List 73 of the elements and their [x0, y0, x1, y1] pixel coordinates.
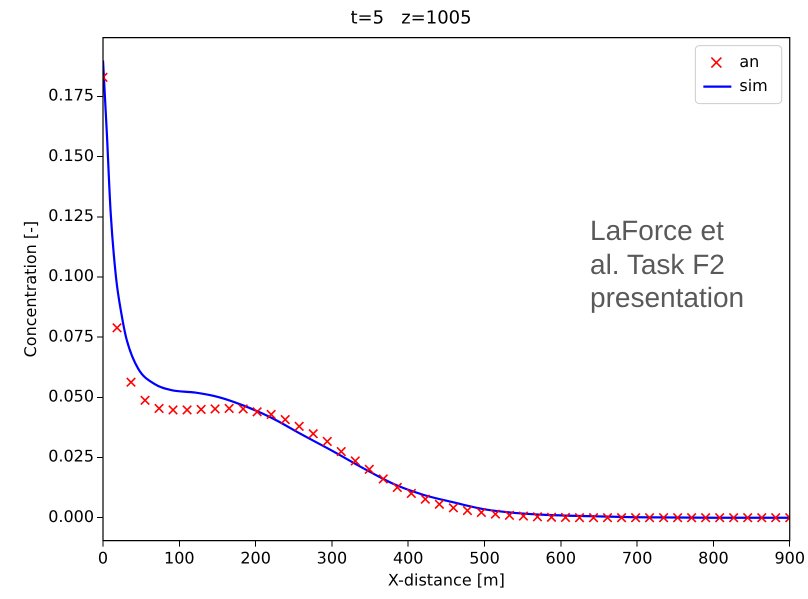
- point: [126, 377, 136, 388]
- point: [742, 512, 753, 523]
- point: [294, 421, 304, 432]
- point: [714, 512, 725, 523]
- y-tick-label: 0.050: [48, 386, 94, 406]
- x-axis-title: X-distance [m]: [388, 570, 505, 590]
- point: [406, 488, 416, 498]
- point: [308, 428, 318, 439]
- point: [238, 404, 248, 414]
- point: [476, 507, 486, 518]
- point: [756, 512, 767, 523]
- legend-label: an: [739, 52, 760, 71]
- annotation: LaForce et al. Task F2 presentation: [590, 214, 744, 315]
- point: [378, 474, 388, 484]
- point: [546, 512, 557, 522]
- point: [658, 512, 669, 523]
- x-tick-label: 900: [774, 548, 806, 568]
- point: [322, 436, 332, 446]
- point: [434, 499, 444, 510]
- point: [504, 510, 515, 520]
- x-tick-label: 100: [164, 548, 195, 568]
- point: [462, 505, 472, 516]
- point: [602, 512, 613, 523]
- line-series: [103, 59, 790, 519]
- point: [518, 511, 528, 522]
- point: [448, 502, 458, 513]
- point: [490, 509, 500, 520]
- point: [770, 512, 781, 523]
- y-tick-label: 0.000: [48, 506, 94, 526]
- point: [140, 395, 150, 406]
- y-tick-label: 0.125: [48, 206, 94, 226]
- point: [266, 409, 276, 420]
- x-tick-label: 700: [622, 548, 652, 568]
- x-tick-label: 600: [546, 548, 576, 568]
- legend-label: sim: [739, 76, 768, 95]
- x-tick-label: 800: [698, 548, 729, 568]
- point: [350, 456, 360, 466]
- point: [280, 414, 290, 425]
- point: [700, 512, 711, 523]
- y-axis-title: Concentration [-]: [20, 220, 40, 358]
- x-tick-label: 300: [316, 548, 348, 568]
- point: [196, 404, 206, 414]
- y-tick-label: 0.100: [48, 266, 94, 286]
- x-tick-label: 400: [392, 548, 424, 568]
- x-tick-label: 0: [98, 548, 108, 568]
- y-tick-label: 0.175: [48, 86, 94, 105]
- point: [686, 512, 697, 523]
- point: [616, 512, 627, 523]
- point: [364, 464, 374, 474]
- y-tick-label: 0.025: [48, 446, 94, 466]
- x-tick-label: 200: [240, 548, 271, 568]
- y-tick-label: 0.150: [48, 146, 94, 165]
- point: [420, 494, 430, 504]
- point: [728, 512, 739, 523]
- chart-title: t=5 z=1005: [350, 7, 472, 28]
- point: [630, 512, 641, 523]
- point: [154, 403, 164, 414]
- x-tick-label: 500: [469, 548, 500, 568]
- point: [392, 482, 402, 492]
- point: [112, 322, 122, 333]
- point: [532, 512, 543, 522]
- point: [182, 404, 192, 415]
- point: [210, 404, 220, 414]
- y-tick-label: 0.075: [48, 326, 94, 346]
- point: [224, 403, 234, 414]
- point: [644, 512, 655, 523]
- point: [672, 512, 683, 523]
- point: [336, 446, 346, 457]
- point: [560, 512, 571, 523]
- point: [574, 512, 585, 523]
- point: [588, 512, 599, 523]
- point: [252, 406, 262, 417]
- point: [168, 404, 178, 415]
